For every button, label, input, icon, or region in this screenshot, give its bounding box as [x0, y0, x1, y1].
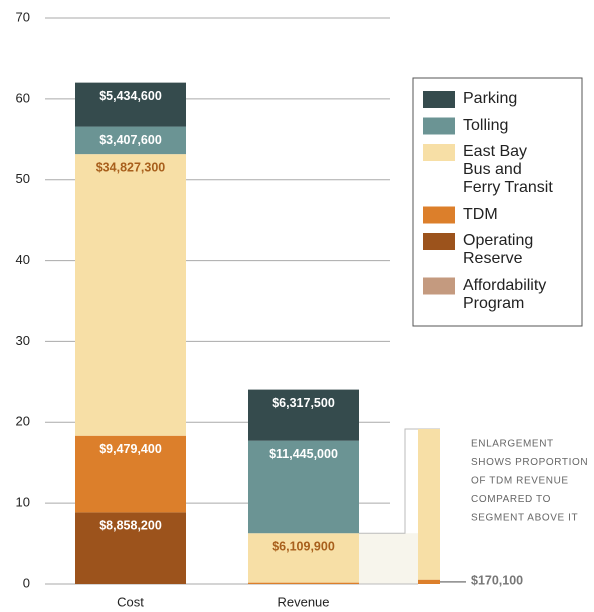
- bar-segment: [75, 435, 186, 513]
- legend-swatch: [423, 277, 455, 295]
- inset-segment: [418, 579, 440, 584]
- y-tick-label: 10: [16, 495, 30, 510]
- bar-segment: [75, 82, 186, 127]
- value-label: $3,407,600: [99, 133, 162, 147]
- value-label: $6,317,500: [272, 396, 335, 410]
- value-label: $170,100: [471, 573, 523, 587]
- inset-backdrop: [359, 533, 418, 584]
- legend-label-box: Affordability Program: [463, 276, 547, 312]
- y-tick-label: 30: [16, 333, 30, 348]
- annotation: COMPARED TO: [471, 494, 551, 505]
- y-tick-label: 70: [16, 9, 30, 24]
- bar-segment: [75, 512, 186, 584]
- legend-label-box: Tolling: [463, 116, 509, 134]
- y-tick-label: 60: [16, 90, 30, 105]
- legend-label: TDM: [463, 205, 498, 223]
- bar-segment: [75, 126, 186, 155]
- bar-segment: [75, 154, 186, 436]
- annotation: OF TDM REVENUE: [471, 476, 569, 487]
- annotation: SHOWS PROPORTION: [471, 457, 588, 468]
- value-label: $34,827,300: [96, 160, 166, 174]
- legend-item: East Bay Bus and Ferry Transit: [423, 143, 553, 196]
- legend-label: Parking: [463, 90, 518, 107]
- legend-swatch: [423, 91, 455, 108]
- legend-label-box: TDM: [463, 205, 498, 223]
- value-label: $5,434,600: [99, 89, 162, 103]
- legend-item: TDM: [423, 205, 498, 224]
- legend-item: Operating Reserve: [423, 232, 534, 267]
- inset-segment: [418, 429, 440, 580]
- bar-segment: [248, 440, 359, 534]
- legend-swatch: [423, 117, 455, 135]
- bar-segment: [248, 582, 359, 584]
- value-label: $6,109,900: [272, 540, 335, 554]
- legend-item: Parking: [423, 90, 518, 108]
- legend-label-box: East Bay Bus and Ferry Transit: [463, 143, 553, 196]
- value-label: $11,445,000: [269, 447, 338, 461]
- legend-label: Operating Reserve: [463, 232, 534, 267]
- legend-swatch: [423, 233, 455, 250]
- value-label: $8,858,200: [99, 519, 162, 533]
- legend-swatch: [423, 206, 455, 224]
- legend-label-box: Parking: [463, 90, 518, 107]
- x-tick-label: Revenue: [277, 594, 329, 609]
- y-tick-label: 40: [16, 252, 30, 267]
- legend-item: Tolling: [423, 116, 509, 135]
- bar-segment: [248, 389, 359, 441]
- legend-label: Affordability Program: [463, 276, 547, 312]
- value-label: $9,479,400: [99, 442, 162, 456]
- x-tick-label: Cost: [117, 594, 144, 609]
- y-tick-label: 50: [16, 171, 30, 186]
- annotation: ENLARGEMENT: [471, 439, 554, 450]
- legend-label-box: Operating Reserve: [463, 232, 534, 267]
- y-tick-label: 20: [16, 414, 30, 429]
- y-tick-label: 0: [23, 575, 30, 590]
- legend-swatch: [423, 144, 455, 161]
- annotation: SEGMENT ABOVE IT: [471, 513, 578, 524]
- legend-item: Affordability Program: [423, 276, 547, 312]
- legend-label: Tolling: [463, 116, 509, 134]
- bar-segment: [248, 533, 359, 583]
- legend-label: East Bay Bus and Ferry Transit: [463, 143, 553, 196]
